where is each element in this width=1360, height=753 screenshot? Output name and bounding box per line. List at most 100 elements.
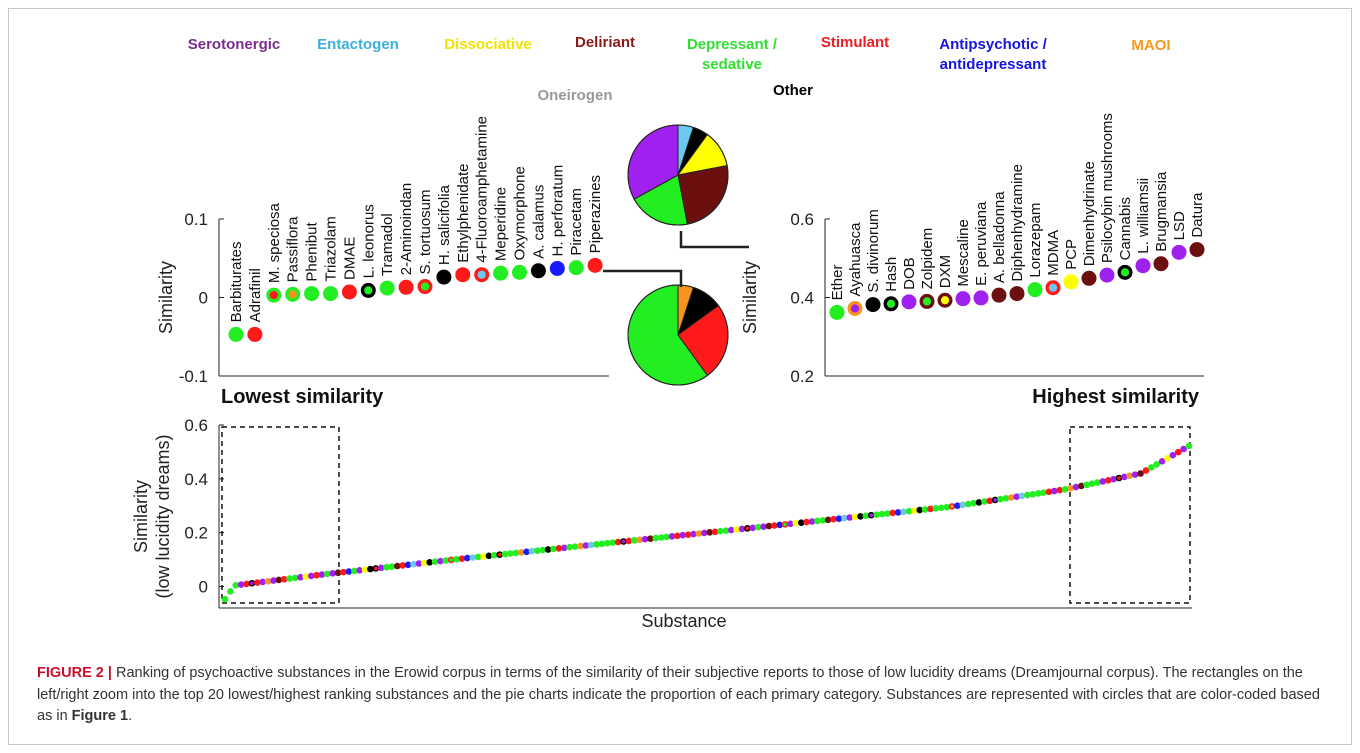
high-point-label: E. peruviana [973,201,990,286]
full-ranking-panel: 0.6 0.4 0.2 0 Similarity (low lucidity dreams… [131,416,1193,631]
high-point [865,297,881,313]
rank-point [324,570,331,578]
rank-point [410,560,417,568]
high-point-label: Dimenhydrinate [1081,161,1098,266]
high-point-label: Psilocybin mushrooms [1099,113,1116,263]
low-point-label: Tramadol [379,213,396,276]
rank-point [722,527,730,534]
rank-point [282,577,287,582]
low-point [530,263,546,279]
rank-point [911,507,918,514]
rank-point [243,580,250,588]
low-point-label: Meperidine [493,187,510,261]
rank-point [1180,445,1187,453]
pie-high-connector [679,231,749,249]
rank-point [621,539,626,544]
rank-point [485,552,493,560]
legend-serotonergic: Serotonergic [188,36,281,53]
high-point [1153,256,1169,272]
rank-point [356,566,363,574]
rank-point [528,547,536,555]
low-point-label: M. speciosa [266,202,283,283]
low-point [288,290,297,299]
low-point-label: Piracetam [568,188,585,256]
rank-point [1013,493,1020,500]
low-point-label: Adrafinil [247,268,264,322]
rank-point [426,559,433,566]
rank-point [307,572,315,580]
high-point-label: LSD [1171,211,1188,240]
low-point [341,284,357,300]
rank-tick-label: 0.4 [184,470,208,489]
rank-point [373,566,378,571]
rank-point [993,498,997,502]
rank-point [830,515,837,523]
high-point [940,296,950,305]
legend-maoi: MAOI [1131,37,1170,54]
rank-point [1148,464,1155,471]
rank-point [937,504,945,512]
rank-point [824,516,832,524]
rank-point [745,526,750,531]
rank-point [1040,489,1047,496]
rank-point [846,514,854,521]
rank-point [630,537,638,544]
rank-point [571,543,579,550]
rank-point [286,575,293,582]
high-point [1135,258,1151,274]
rank-point [497,552,502,557]
rank-point [927,505,934,513]
rank-point [221,595,229,603]
low-point [512,264,527,280]
rank-point [932,505,940,512]
rank-point [474,553,482,561]
rank-point [345,568,353,575]
zoom-box-high [1069,426,1191,604]
low-title: Lowest similarity [221,386,384,408]
rank-point [1142,467,1150,474]
high-tick-label: 0.4 [790,289,814,308]
rank-point [431,558,439,566]
low-point [323,286,338,302]
highest-similarity-panel: 0.6 0.4 0.2 Similarity Highest similarity Eth… [740,113,1206,408]
legend-deliriant: Deliriant [575,34,635,51]
rank-point [647,535,654,542]
rank-point [340,568,347,576]
rank-point [900,508,907,516]
rank-point [616,540,620,544]
rank-point [1034,490,1042,497]
rank-point [1018,492,1026,500]
rank-point [1126,472,1134,480]
figure-frame: Serotonergic Entactogen Dissociative Deliri… [8,8,1352,745]
rank-point [377,564,385,572]
rank-point [797,519,805,526]
rank-point [717,527,724,535]
rank-point [1158,458,1166,465]
low-y-label: Similarity [156,261,176,334]
high-point-label: MDMA [1045,230,1062,276]
rank-point [1185,442,1193,450]
rank-point [598,540,606,548]
rank-point [350,567,358,575]
low-tick-label: 0.1 [184,210,208,229]
rank-point [884,510,891,517]
rank-point [1094,479,1101,486]
pie-low-outline [627,284,729,386]
high-point-label: Mescaline [955,219,972,287]
low-point [304,286,320,302]
low-point [247,326,263,342]
rank-tick-label: 0 [199,577,208,596]
rank-point [1072,483,1080,491]
rank-point [1077,482,1085,490]
rank-point [921,506,929,513]
rank-point [792,519,800,527]
high-point [1063,274,1079,290]
high-point-label: Brugmansia [1153,171,1170,252]
rank-point [437,557,444,565]
rank-point [501,550,509,558]
rank-point [970,499,977,507]
high-tick-label: 0.2 [790,367,814,386]
rank-point [523,548,530,556]
rank-point [480,553,487,560]
low-point [436,269,452,285]
